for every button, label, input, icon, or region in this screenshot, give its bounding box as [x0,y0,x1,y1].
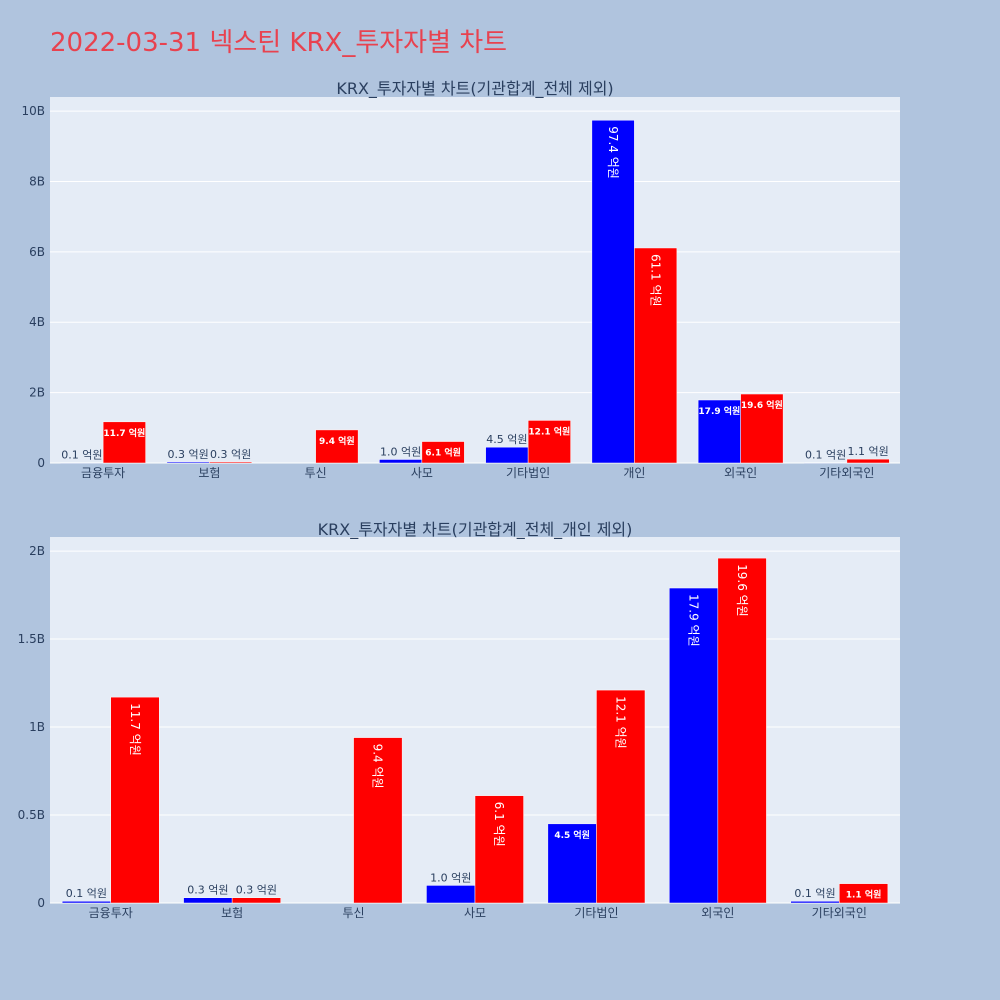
chart-title: KRX_투자자별 차트(기관합계_전체 제외) [336,79,613,99]
data-label: 4.5 억원 [554,829,590,841]
data-label: 6.1 억원 [492,802,506,847]
data-label: 6.1 억원 [425,447,461,459]
x-tick-label: 기타법인 [506,466,550,480]
bar [547,823,597,904]
y-tick-label: 0 [37,456,45,470]
y-tick-label: 10B [21,104,45,118]
y-tick-label: 1.5B [18,632,45,646]
data-label: 97.4 억원 [606,126,620,179]
data-label: 61.1 억원 [648,254,662,307]
x-tick-label: 보험 [198,466,220,480]
y-tick-label: 1B [29,720,45,734]
x-tick-label: 기타법인 [574,906,618,920]
bar [717,557,767,904]
y-tick-label: 2B [29,544,45,558]
bar [421,441,465,464]
x-tick-label: 보험 [221,906,243,920]
x-tick-label: 투신 [343,906,365,920]
bar [697,399,741,464]
data-label: 11.7 억원 [103,427,145,439]
data-label: 1.1 억원 [848,445,889,458]
bar [110,696,160,904]
bar [474,795,524,904]
bar [634,247,678,464]
data-label: 4.5 억원 [486,433,527,446]
bar [315,429,359,464]
x-tick-label: 개인 [623,466,645,480]
bar [61,900,111,904]
bar [591,119,635,464]
data-label: 0.1 억원 [61,449,102,462]
data-label: 0.3 억원 [187,884,228,897]
bar [353,737,403,904]
bar [839,883,889,904]
data-label: 17.9 억원 [686,594,700,647]
x-tick-label: 기타외국인 [812,906,867,920]
data-label: 0.1 억원 [794,887,835,900]
y-tick-label: 0 [37,896,45,910]
bar [231,897,281,904]
y-tick-label: 6B [29,245,45,259]
bar [596,689,646,904]
data-label: 0.1 억원 [66,887,107,900]
data-label: 1.0 억원 [380,445,421,458]
data-label: 0.1 억원 [805,449,846,462]
bar [183,897,233,904]
y-tick-label: 0.5B [18,808,45,822]
data-label: 19.6 억원 [741,399,783,411]
bar [669,587,719,904]
bar [102,421,146,464]
bar [846,458,890,464]
data-label: 0.3 억원 [210,448,251,461]
bar [485,446,529,464]
y-tick-label: 8B [29,174,45,188]
bar [740,393,784,464]
data-label: 12.1 억원 [528,425,570,437]
chart-1: 0 2B 4B 6B 8B 10B KRX_투자자별 차트(기관합계_전체 제외) 금융투자 0… [21,79,900,480]
chart-2: 0 0.5B 1B 1.5B 2B KRX_투자자별 차트(기관합계_전체_개인 제외) 금… [18,520,900,920]
data-label: 9.4 억원 [319,435,355,447]
data-label: 12.1 억원 [614,696,628,749]
chart-title: KRX_투자자별 차트(기관합계_전체_개인 제외) [318,520,633,540]
bar [209,461,253,464]
data-label: 1.1 억원 [846,889,882,901]
data-label: 0.3 억원 [168,448,209,461]
x-tick-label: 사모 [464,906,486,920]
data-label: 11.7 억원 [128,703,142,756]
x-tick-label: 금융투자 [81,466,125,480]
bar [166,461,210,464]
data-label: 17.9 억원 [698,405,740,417]
x-tick-label: 사모 [411,466,433,480]
y-tick-label: 4B [29,315,45,329]
bar [790,900,840,904]
x-tick-label: 외국인 [724,466,757,480]
bar [804,462,848,464]
x-tick-label: 금융투자 [89,906,133,920]
data-label: 1.0 억원 [430,871,471,884]
bar [60,462,104,464]
data-label: 19.6 억원 [735,564,749,617]
y-tick-label: 2B [29,386,45,400]
bar [379,459,423,464]
x-tick-label: 외국인 [701,906,734,920]
bar [527,420,571,464]
x-tick-label: 기타외국인 [819,466,874,480]
data-label: 0.3 억원 [236,884,277,897]
x-tick-label: 투신 [305,466,327,480]
data-label: 9.4 억원 [371,744,385,789]
bar [426,885,476,904]
page-title: 2022-03-31 넥스틴 KRX_투자자별 차트 [50,28,508,58]
